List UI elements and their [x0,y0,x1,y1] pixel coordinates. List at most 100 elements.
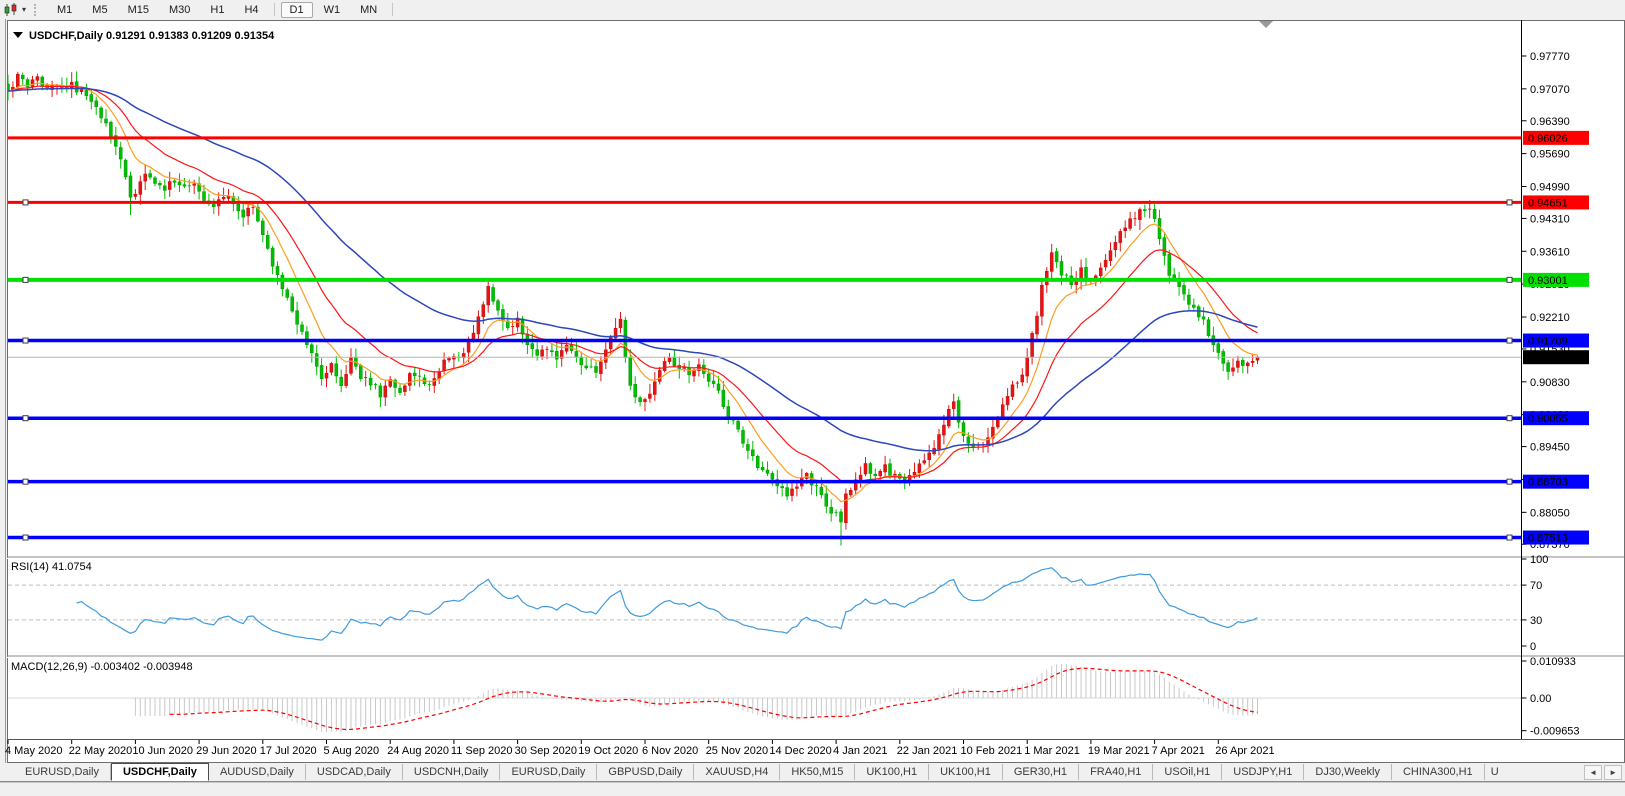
hline-handle[interactable] [22,276,29,283]
chart-tab-gbpusd-daily[interactable]: GBPUSD,Daily [597,764,695,780]
candle [172,180,177,183]
candle [1236,360,1240,368]
candle [883,464,887,473]
candle [1030,333,1034,357]
candle [285,289,290,298]
candle [844,493,848,523]
candle [1226,362,1230,372]
symbol-dropdown-icon[interactable] [13,32,23,38]
candle [383,385,388,398]
candle [559,350,564,359]
timeframe-button-m30[interactable]: M30 [168,3,191,16]
candle [481,304,486,317]
candle [1118,231,1123,243]
hline-handle[interactable] [22,478,29,485]
candle [643,399,647,402]
tab-scroll-buttons: ◄ ► [1582,764,1625,780]
hline-handle[interactable] [1506,478,1513,485]
chart-shift-marker-icon[interactable] [1259,21,1273,28]
hline-price-tag-label: 0.90055 [1528,413,1568,425]
chart-type-icon[interactable] [3,2,21,17]
candle [618,318,623,329]
tabs-scroll-right-icon[interactable]: ► [1604,764,1622,780]
chart-tab-uk100-h1[interactable]: UK100,H1 [929,764,1003,780]
chart-tab-usdchf-daily[interactable]: USDCHF,Daily [110,763,209,781]
candle [1025,357,1029,377]
timeframe-button-d1[interactable]: D1 [280,1,313,18]
hline-handle[interactable] [1506,337,1513,344]
candle [751,449,755,457]
candle [579,356,584,366]
candle [1098,267,1103,277]
candle [1216,343,1221,353]
candle [506,320,510,328]
candle [447,358,451,361]
timeframe-button-h4[interactable]: H4 [244,3,259,16]
candle [158,183,162,186]
chart-tab-hk50-m15[interactable]: HK50,M15 [780,764,856,780]
timeframe-button-mn[interactable]: MN [360,3,378,16]
date-axis-label: 19 Oct 2020 [578,745,638,757]
candle [344,374,348,386]
chart-canvas[interactable]: 0.97770 0.97070 0.96390 0.95690 0.94990 0.943… [0,19,1625,763]
candle [1010,384,1015,397]
timeframe-button-m5[interactable]: M5 [92,3,108,16]
date-axis-label: 14 Dec 2020 [769,745,831,757]
price-axis-label: 0.97070 [1530,84,1570,96]
chart-type-dropdown-caret-icon[interactable]: ▾ [22,5,27,14]
date-axis-label: 10 Jun 2020 [132,745,193,757]
timeframe-button-m15[interactable]: M15 [127,3,149,16]
hline-handle[interactable] [22,199,29,206]
candle [638,397,642,403]
chart-tab-china300-h1[interactable]: CHINA300,H1 [1392,764,1485,780]
chart-tab-fra40-h1[interactable]: FRA40,H1 [1079,764,1154,780]
current-price-tag [1523,350,1589,365]
date-axis-label: 24 Aug 2020 [387,745,449,757]
candle [359,365,363,380]
chart-tab-uk100-h1[interactable]: UK100,H1 [855,764,930,780]
chart-tab-usdcnh-daily[interactable]: USDCNH,Daily [403,764,501,780]
price-axis-label: 0.96390 [1530,116,1570,128]
hline-price-tag [1523,333,1589,348]
candle [1054,251,1059,263]
candle [574,351,579,357]
chart-tab-ger30-h1[interactable]: GER30,H1 [1003,764,1080,780]
hline-handle[interactable] [22,337,29,344]
timeframe-button-w1[interactable]: W1 [323,3,341,16]
toolbar-grip[interactable] [34,3,39,16]
candle [1020,374,1025,383]
candle [584,365,588,369]
candle [329,363,334,373]
candle [961,422,966,437]
candle [35,76,40,81]
chart-tab-usoil-h1[interactable]: USOil,H1 [1153,764,1223,780]
candle [261,220,265,236]
chart-tab-dj30-weekly[interactable]: DJ30,Weekly [1304,764,1392,780]
hline-handle[interactable] [22,415,29,422]
chart-tab-overflow[interactable]: U [1490,766,1499,778]
timeframe-button-m1[interactable]: M1 [57,3,73,16]
chart-tab-usdcad-daily[interactable]: USDCAD,Daily [306,764,403,780]
timeframe-button-h1[interactable]: H1 [210,3,225,16]
candle [829,507,833,514]
candle [613,327,618,339]
chart-tab-usdjpy-h1[interactable]: USDJPY,H1 [1222,764,1305,780]
chart-tab-audusd-daily[interactable]: AUDUSD,Daily [209,764,306,780]
candle [476,316,481,335]
hline-handle[interactable] [22,534,29,541]
hline-handle[interactable] [1506,199,1513,206]
candle [770,473,775,480]
candle [246,207,250,217]
candle [687,367,691,376]
tabs-scroll-left-icon[interactable]: ◄ [1584,764,1603,780]
chart-tab-eurusd-daily[interactable]: EURUSD,Daily [500,764,598,780]
chart-tabs-bar: EURUSD,Daily USDCHF,Daily AUDUSD,Daily USDC… [0,763,1625,782]
chart-tab-eurusd-daily[interactable]: EURUSD,Daily [14,764,111,780]
hline-handle[interactable] [1506,415,1513,422]
hline-handle[interactable] [1506,276,1513,283]
hline-handle[interactable] [1506,534,1513,541]
candle [1250,361,1255,363]
chart-tab-xauusd-h4[interactable]: XAUUSD,H4 [694,764,781,780]
candle [153,177,157,184]
